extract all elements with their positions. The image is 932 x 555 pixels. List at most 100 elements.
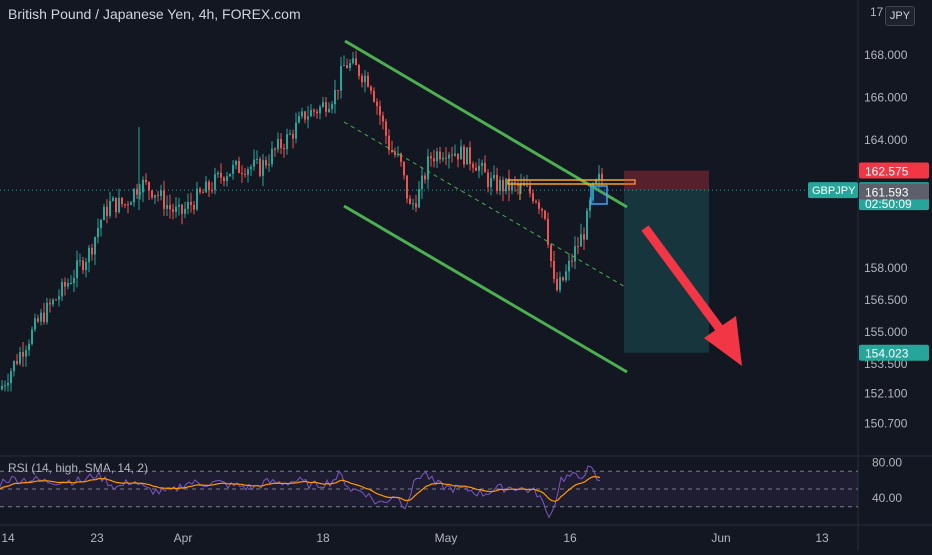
x-tick-label: Apr [174, 531, 193, 545]
candle-body [376, 101, 378, 107]
candle-body [73, 278, 75, 283]
rsi-line [0, 465, 601, 519]
candle-body [340, 65, 342, 91]
x-tick-label: Jun [711, 531, 730, 545]
candle-body [118, 197, 120, 213]
candle-body [22, 352, 24, 357]
candle-body [307, 116, 309, 120]
candle-body [70, 282, 72, 284]
candle-body [274, 148, 276, 150]
candle-body [475, 167, 477, 171]
candle-body [145, 179, 147, 183]
candle-body [385, 121, 387, 136]
candle-body [499, 179, 501, 192]
candle-body [67, 283, 69, 287]
stop-loss-zone [624, 170, 709, 191]
candle-body [250, 166, 252, 170]
channel-upper-line [344, 39, 628, 209]
candle-body [478, 165, 480, 171]
candle-body [46, 302, 48, 323]
candle-body [469, 147, 471, 164]
candle-body [58, 296, 60, 300]
candle-body [601, 173, 603, 180]
candle-body [31, 329, 33, 344]
candle-body [466, 147, 468, 165]
candle-body [529, 185, 531, 194]
candle-body [550, 244, 552, 261]
candle-body [265, 160, 267, 166]
candle-body [94, 237, 96, 255]
candle-body [259, 158, 261, 176]
candle-body [196, 188, 198, 210]
candle-body [463, 146, 465, 165]
candle-body [289, 133, 291, 135]
candle-body [364, 75, 366, 83]
y-tick-label-top: 17 [870, 5, 884, 19]
candle-body [181, 204, 183, 214]
arrow-head [704, 316, 742, 366]
candle-body [406, 175, 408, 199]
candle-body [208, 181, 210, 191]
currency-badge[interactable]: JPY [885, 6, 915, 26]
candle-body [568, 260, 570, 272]
candle-body [220, 172, 222, 178]
candle-body [178, 204, 180, 207]
candle-body [100, 220, 102, 228]
stop-loss-badge-bg [859, 162, 929, 179]
candle-body [205, 181, 207, 193]
candle-body [193, 204, 195, 210]
channel-lower-line [343, 204, 628, 374]
candle-body [418, 189, 420, 208]
candle-body [367, 75, 369, 87]
symbol-tag: GBPJPY [812, 185, 856, 197]
candle-body [148, 182, 150, 191]
candle-body [472, 163, 474, 168]
candle-body [136, 188, 138, 195]
candle-body [505, 178, 507, 192]
candle-body [64, 281, 66, 287]
candle-body [526, 185, 528, 187]
candle-body [574, 246, 576, 262]
candle-body [55, 299, 57, 301]
candle-body [415, 203, 417, 208]
candle-body [115, 197, 117, 213]
candle-body [394, 152, 396, 156]
y-tick-label: 152.100 [864, 387, 908, 401]
current-price-badge: 02:50:09 [865, 197, 912, 211]
rsi-ma-line [0, 475, 601, 502]
candle-body [232, 164, 234, 174]
candle-body [184, 208, 186, 214]
arrow-shaft [641, 225, 726, 335]
candle-body [121, 197, 123, 205]
candle-body [502, 179, 504, 192]
candle-body [358, 65, 360, 77]
candle-body [424, 175, 426, 180]
candle-body [103, 206, 105, 221]
rsi-tick-label: 80.00 [872, 455, 902, 469]
candle-body [400, 153, 402, 162]
candle-body [76, 260, 78, 279]
candle-body [544, 210, 546, 219]
candle-body [7, 383, 9, 386]
candle-body [4, 385, 6, 387]
candle-body [280, 139, 282, 149]
candle-body [325, 102, 327, 112]
candle-body [343, 65, 345, 67]
candle-body [244, 173, 246, 175]
candle-body [562, 277, 564, 281]
candle-body [130, 202, 132, 206]
chart-title: British Pound / Japanese Yen, 4h, FOREX.… [8, 6, 301, 22]
candle-body [352, 58, 354, 64]
candle-body [298, 116, 300, 123]
x-tick-label: 16 [563, 531, 577, 545]
candle-body [310, 109, 312, 117]
candle-body [34, 318, 36, 330]
candle-body [241, 172, 243, 174]
candle-body [421, 175, 423, 190]
candle-body [238, 160, 240, 173]
candle-body [556, 278, 558, 291]
bid-price-badge-bg [859, 183, 929, 200]
candle-body [106, 206, 108, 216]
